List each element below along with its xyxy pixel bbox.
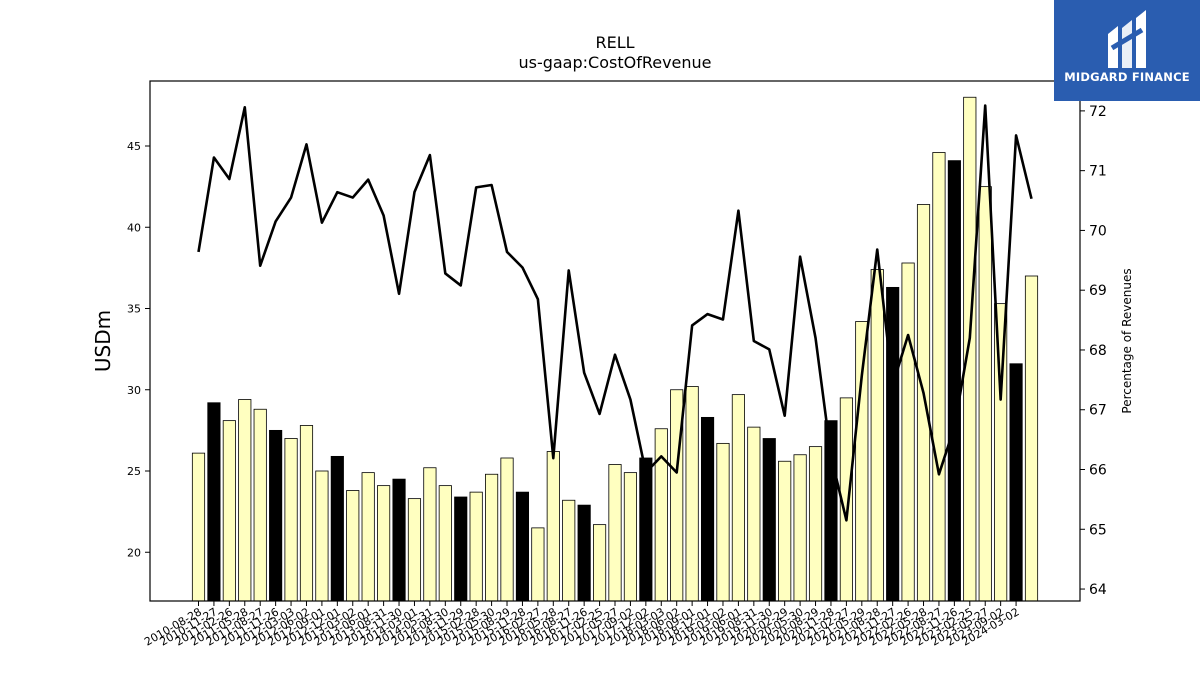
bar bbox=[299, 425, 314, 602]
bar bbox=[438, 485, 452, 602]
bar bbox=[191, 452, 206, 602]
y2-tick-label: 65 bbox=[1089, 522, 1107, 538]
bar bbox=[978, 186, 992, 602]
percentage-line bbox=[197, 104, 1033, 522]
y-tick-label: 40 bbox=[127, 221, 141, 234]
bar bbox=[531, 527, 545, 602]
y2-tick-label: 71 bbox=[1089, 164, 1107, 180]
bar bbox=[500, 457, 514, 602]
y2-tick-label: 72 bbox=[1089, 104, 1107, 120]
bar bbox=[700, 416, 715, 602]
y2-tick-label: 67 bbox=[1089, 403, 1107, 419]
bar bbox=[793, 454, 807, 602]
bar bbox=[1024, 275, 1039, 602]
bar bbox=[361, 472, 375, 602]
bar bbox=[222, 420, 236, 602]
bar bbox=[546, 451, 560, 602]
bar bbox=[963, 96, 977, 602]
bar bbox=[346, 490, 360, 602]
chart-subtitle: us-gaap:CostOfRevenue bbox=[518, 53, 711, 72]
bar bbox=[870, 269, 884, 602]
bar bbox=[808, 446, 823, 602]
bar bbox=[454, 496, 468, 602]
bar bbox=[654, 428, 668, 602]
midgard-finance-logo: MIDGARD FINANCE bbox=[1054, 0, 1200, 101]
bar bbox=[330, 455, 344, 602]
bar bbox=[731, 394, 745, 602]
bar bbox=[469, 491, 483, 602]
bar bbox=[577, 504, 591, 602]
bar bbox=[315, 470, 329, 602]
y-tick-label: 25 bbox=[127, 465, 141, 478]
bar bbox=[284, 438, 298, 602]
bar bbox=[562, 499, 576, 602]
logo-text: MIDGARD FINANCE bbox=[1064, 70, 1190, 84]
midgard-logo-icon bbox=[1108, 10, 1146, 68]
bar bbox=[762, 438, 776, 602]
bar bbox=[932, 152, 946, 602]
bar bbox=[747, 426, 761, 602]
y-axis-label: USDm bbox=[91, 310, 115, 372]
y2-tick-label: 69 bbox=[1089, 283, 1107, 299]
bar bbox=[377, 485, 391, 602]
bar bbox=[639, 457, 653, 602]
bar bbox=[855, 321, 869, 602]
bar bbox=[407, 498, 422, 602]
left-axis-ticks: 20 25 30 35 40 45 bbox=[127, 140, 150, 559]
y-tick-label: 30 bbox=[127, 384, 141, 397]
chart-title: RELL bbox=[595, 33, 634, 52]
bar bbox=[608, 464, 622, 602]
bar bbox=[947, 160, 961, 602]
bar bbox=[886, 286, 900, 602]
y-tick-label: 45 bbox=[127, 140, 141, 153]
bar bbox=[253, 408, 267, 602]
bar bbox=[1009, 363, 1023, 602]
y-tick-label: 35 bbox=[127, 303, 141, 316]
x-axis-ticks: 2010-08-282010-11-272011-02-262011-05-28… bbox=[142, 601, 1022, 649]
y2-tick-label: 64 bbox=[1089, 582, 1107, 598]
bar bbox=[994, 303, 1008, 602]
y-tick-label: 20 bbox=[127, 546, 141, 559]
y2-tick-label: 68 bbox=[1089, 343, 1107, 359]
bar bbox=[392, 478, 406, 602]
right-axis-ticks: 64 65 66 67 68 69 70 71 72 bbox=[1080, 104, 1107, 598]
bar bbox=[238, 399, 252, 602]
bar bbox=[778, 460, 792, 602]
bar bbox=[423, 467, 437, 602]
y2-tick-label: 66 bbox=[1089, 463, 1107, 479]
bar bbox=[623, 472, 638, 602]
bar bbox=[901, 262, 915, 602]
y2-axis-label: Percentage of Revenues bbox=[1120, 268, 1134, 413]
bar bbox=[515, 491, 530, 602]
bar bbox=[916, 204, 931, 602]
bar bbox=[269, 429, 283, 602]
y2-tick-label: 70 bbox=[1089, 223, 1107, 239]
bar bbox=[593, 524, 607, 602]
bar bbox=[207, 402, 221, 602]
bar bbox=[485, 473, 499, 602]
bar bbox=[685, 386, 699, 602]
bar bbox=[716, 442, 730, 602]
